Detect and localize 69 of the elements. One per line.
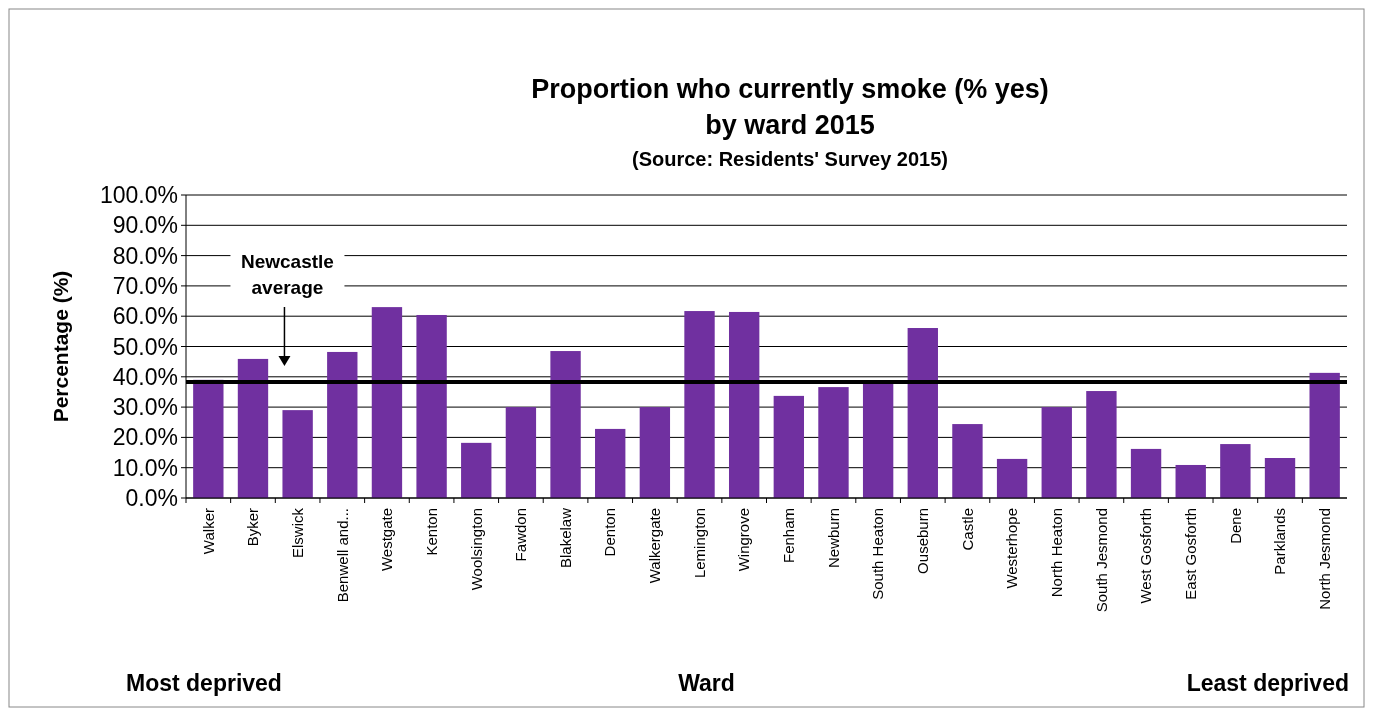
bar (595, 428, 626, 498)
x-tick-label: Fenham (780, 508, 798, 564)
bar (1041, 407, 1072, 498)
bar (550, 351, 581, 498)
x-tick-label: Newburn (824, 508, 842, 569)
bar (327, 351, 358, 498)
bar (773, 395, 805, 498)
bar (818, 387, 849, 498)
bar (639, 407, 671, 498)
x-tick-label: Ouseburn (914, 508, 932, 574)
x-tick-label: Walker (199, 508, 217, 555)
bar (952, 424, 983, 498)
x-tick-label: Dene (1226, 508, 1244, 544)
x-tick-label: Woolsington (467, 508, 485, 591)
bar (1309, 372, 1340, 498)
bar (505, 407, 537, 498)
y-tick-label: 10.0% (112, 454, 178, 481)
x-tick-label: Denton (601, 508, 619, 557)
x-tick-label: Kenton (422, 508, 440, 556)
x-tick-label: Benwell and... (333, 508, 351, 603)
x-tick-label: Walkergate (646, 508, 664, 584)
x-tick-label: West Gosforth (1137, 508, 1155, 604)
y-tick-label: 90.0% (112, 212, 178, 239)
bar (862, 381, 894, 498)
x-tick-label: Castle (958, 508, 976, 551)
x-axis-title: Ward (678, 670, 735, 696)
ref-line-label: Newcastle average (240, 251, 334, 298)
x-tick-label: South Heaton (869, 508, 887, 600)
y-tick-label: 60.0% (112, 303, 178, 330)
bar (416, 314, 447, 498)
bar (1086, 391, 1117, 498)
y-tick-label: 40.0% (112, 363, 178, 390)
x-tick-label: Wingrove (735, 508, 753, 572)
chart-subtitle: (Source: Residents' Survey 2015) (632, 148, 948, 170)
y-tick-label: 30.0% (112, 394, 178, 421)
x-tick-label: Elswick (288, 507, 306, 559)
bar (461, 442, 492, 498)
x-tick-label: East Gosforth (1181, 508, 1199, 600)
bar (282, 410, 313, 498)
bar (728, 311, 760, 498)
bar (371, 307, 403, 498)
bar (237, 358, 269, 498)
bar (1175, 464, 1206, 498)
x-tick-label: Lemington (690, 508, 708, 579)
y-tick-label: 80.0% (112, 242, 178, 269)
bar (1130, 448, 1162, 498)
y-tick-label: 100.0% (99, 182, 178, 209)
text: Most deprived (126, 670, 282, 696)
x-tick-label: North Heaton (1048, 508, 1065, 598)
y-tick-label: 70.0% (112, 272, 178, 299)
text: Least deprived (1186, 670, 1349, 696)
y-axis-title: Percentage (%) (49, 270, 72, 423)
x-tick-label: Fawdon (512, 508, 530, 562)
bar (684, 311, 715, 498)
bar (1264, 458, 1296, 498)
x-tick-label: Westgate (378, 508, 396, 572)
y-tick-label: 20.0% (112, 424, 178, 451)
x-tick-label: Parklands (1271, 508, 1289, 575)
x-tick-label: Byker (244, 508, 262, 547)
bar (1220, 444, 1251, 498)
chart-title: Proportion who currently smoke (% yes) by ward 2015 (531, 74, 1049, 140)
bar (996, 458, 1028, 498)
x-tick-label: South Jesmond (1092, 508, 1110, 613)
x-tick-label: Blakelaw (556, 507, 574, 569)
x-tick-label: Westerhope (1003, 508, 1021, 589)
x-tick-label: North Jesmond (1315, 508, 1333, 610)
bar (907, 328, 938, 498)
y-tick-label: 0.0% (125, 485, 178, 512)
y-tick-label: 50.0% (112, 333, 178, 360)
